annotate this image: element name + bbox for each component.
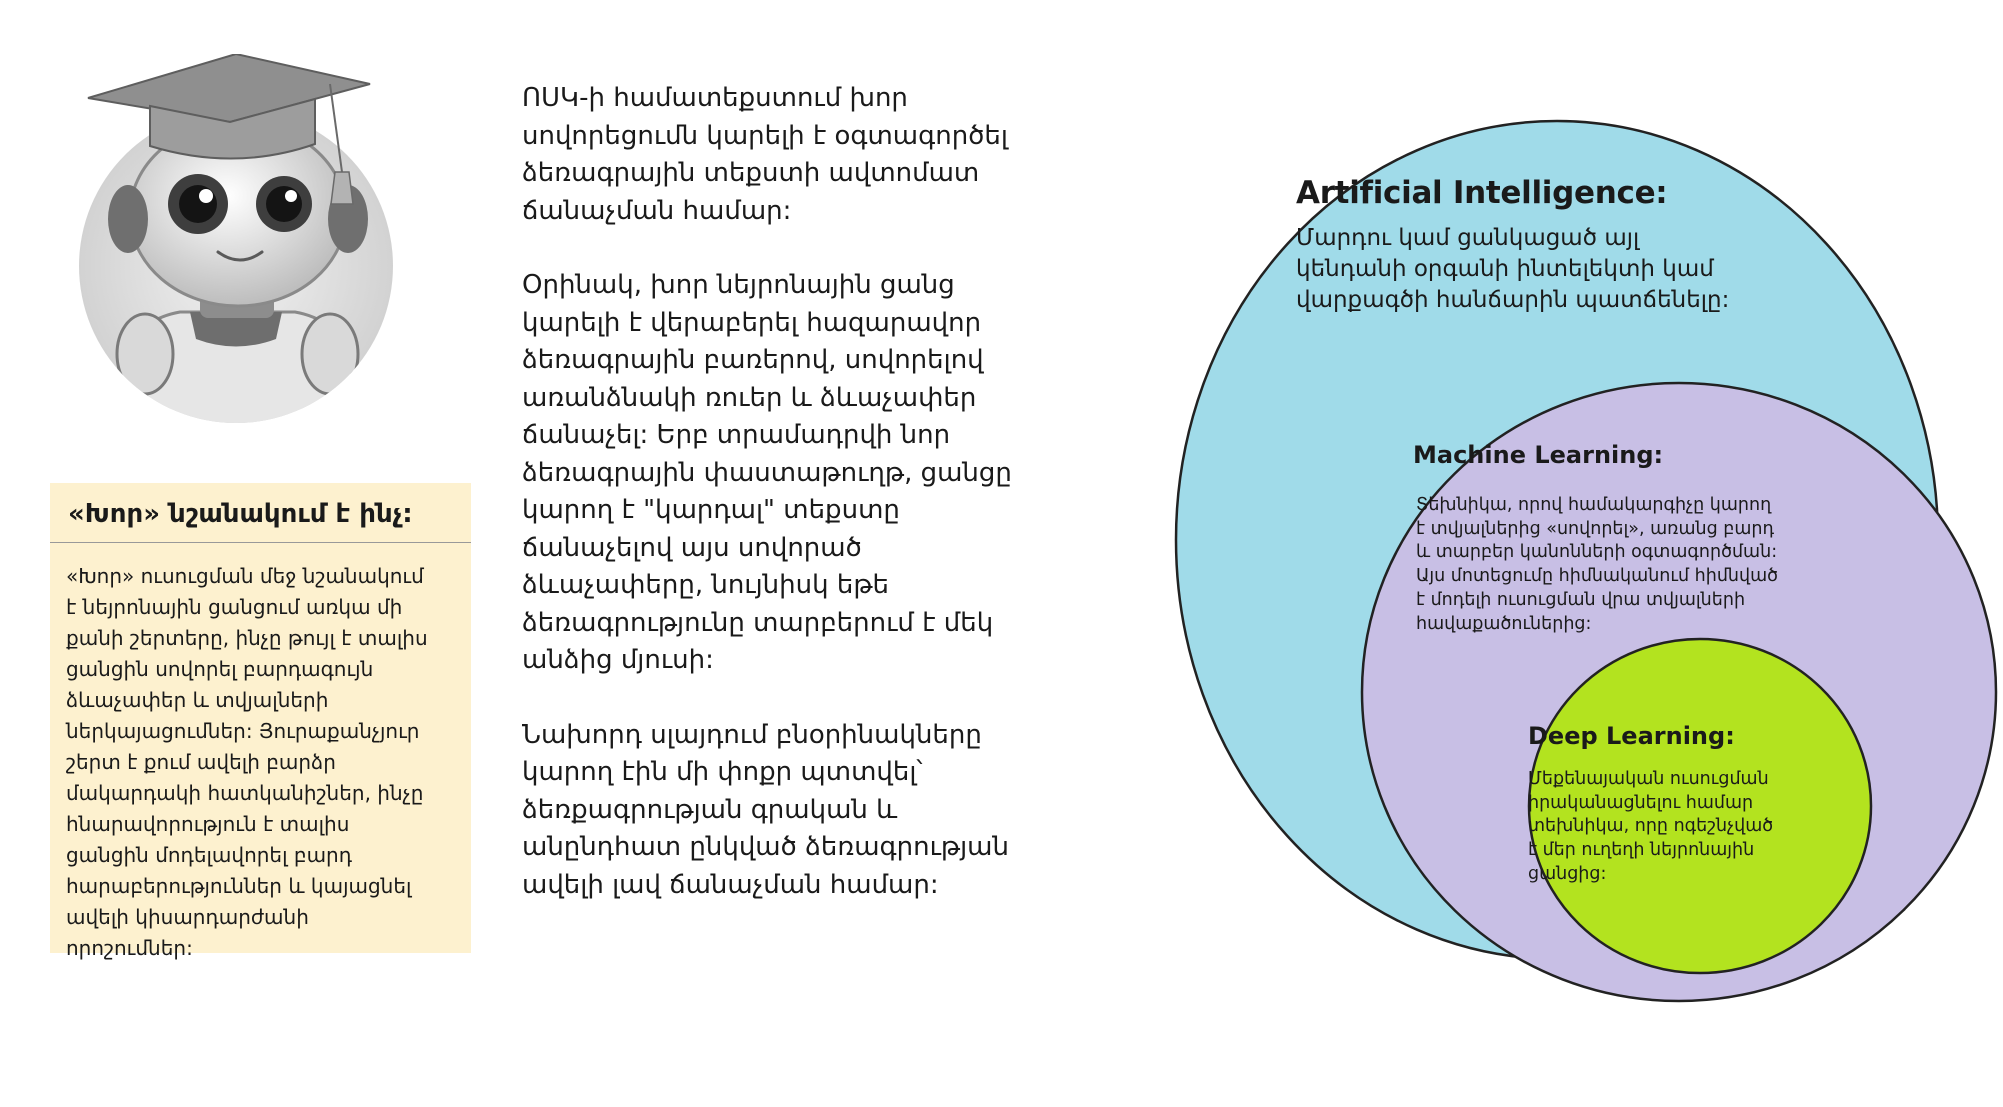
main-text-column: ՈՍԿ-ի համատեքստում խոր սովորեցումն կարել… <box>522 80 1042 904</box>
ml-title: Machine Learning: <box>1413 441 1664 469</box>
main-paragraph-2: Օրինակ, խոր նեյրոնային ցանց կարելի է վեր… <box>522 270 1012 675</box>
robot-avatar <box>50 54 420 444</box>
main-paragraph-3: Նախորդ սլայդում բնօրինակները կարող էին մ… <box>522 719 1009 900</box>
deep-meaning-note: «Խոր» նշանակում է ինչ: «Խոր» ուսուցման մ… <box>50 483 471 960</box>
ai-ml-dl-diagram <box>1080 70 2003 1060</box>
note-body: «Խոր» ուսուցման մեջ նշանակում է նեյրոնայ… <box>66 564 428 960</box>
ai-description: Մարդու կամ ցանկացած այլ կենդանի օրգանի ի… <box>1296 225 1730 313</box>
dl-description: Մեքենայական ուսուցման իրականացնելու համա… <box>1528 769 1774 884</box>
note-title: «Խոր» նշանակում է ինչ: <box>50 483 471 543</box>
ai-title: Artificial Intelligence: <box>1296 175 1668 211</box>
dl-circle <box>1527 637 1873 975</box>
robot-graduate-icon <box>79 54 393 423</box>
ml-description: Տեխնիկա, որով համակարգիչը կարող է տվյալն… <box>1416 495 1779 634</box>
main-paragraph-1: ՈՍԿ-ի համատեքստում խոր սովորեցումն կարել… <box>522 83 1008 226</box>
dl-title: Deep Learning: <box>1528 722 1735 750</box>
